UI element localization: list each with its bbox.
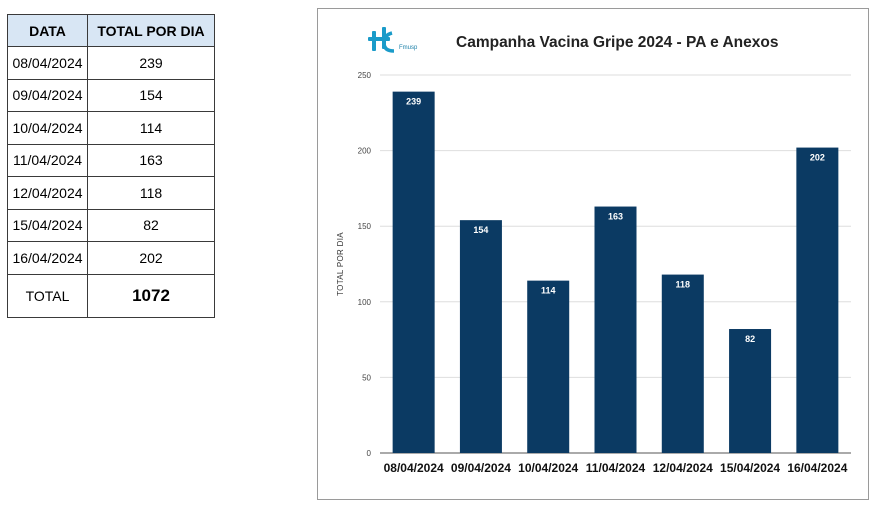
table-row: 16/04/2024 202 (7, 241, 215, 275)
table-cell-total: 114 (87, 111, 215, 145)
y-tick-label: 200 (358, 147, 372, 156)
table-cell-total: 163 (87, 143, 215, 177)
bar-value-label: 154 (473, 225, 488, 235)
header-date: DATA (7, 14, 88, 47)
header-total: TOTAL POR DIA (87, 14, 215, 47)
table-row: 09/04/2024 154 (7, 78, 215, 112)
table-header-row: DATA TOTAL POR DIA (7, 14, 215, 47)
bar (796, 147, 839, 454)
hc-logo-icon (368, 27, 395, 53)
table-cell-total: 202 (87, 241, 215, 275)
bar-value-label: 118 (676, 280, 691, 290)
table-cell-date: 16/04/2024 (7, 241, 88, 275)
bar (661, 274, 704, 453)
table-cell-date: 15/04/2024 (7, 208, 88, 242)
bar-value-label: 239 (406, 97, 421, 107)
bar-chart: 0 50 100 150 200 250 TOTAL POR DIA 239 08/04/202… (336, 71, 851, 475)
x-tick-label: 12/04/2024 (653, 461, 713, 475)
y-axis-label: TOTAL POR DIA (336, 232, 345, 296)
bar (527, 280, 570, 453)
table-row: 12/04/2024 118 (7, 176, 215, 210)
y-tick-label: 50 (362, 373, 371, 382)
table-cell-date: 12/04/2024 (7, 176, 88, 210)
x-tick-label: 09/04/2024 (451, 461, 511, 475)
table-row: 08/04/2024 239 (7, 46, 215, 80)
chart-panel: Fmusp Campanha Vacina Gripe 2024 - PA e … (317, 8, 869, 500)
x-tick-label: 15/04/2024 (720, 461, 780, 475)
table-row: 15/04/2024 82 (7, 208, 215, 242)
x-tick-label: 10/04/2024 (518, 461, 578, 475)
table-body: 08/04/2024 239 09/04/2024 154 10/04/2024 114 1… (7, 46, 215, 318)
x-tick-label: 08/04/2024 (384, 461, 444, 475)
table-cell-date: 10/04/2024 (7, 111, 88, 145)
table-row: 10/04/2024 114 (7, 111, 215, 145)
table-cell-date: 11/04/2024 (7, 143, 88, 177)
x-tick-label: 11/04/2024 (586, 461, 646, 475)
y-tick-label: 100 (358, 298, 372, 307)
y-tick-label: 250 (358, 71, 372, 80)
y-tick-label: 150 (358, 222, 372, 231)
logo-text: Fmusp (399, 45, 418, 51)
y-tick-label: 0 (367, 449, 372, 458)
bar-value-label: 82 (745, 334, 755, 344)
table-cell-total: 154 (87, 78, 215, 112)
table-cell-total: 239 (87, 46, 215, 80)
table-total-row: TOTAL 1072 (7, 273, 215, 318)
table-row: 11/04/2024 163 (7, 143, 215, 177)
bar (459, 220, 502, 453)
bar-value-label: 114 (541, 286, 556, 296)
total-label: TOTAL (7, 273, 88, 318)
bar (729, 329, 772, 453)
x-tick-label: 16/04/2024 (787, 461, 847, 475)
bar (392, 91, 435, 453)
chart-title: Campanha Vacina Gripe 2024 - PA e Anexos (456, 34, 779, 51)
total-value: 1072 (87, 273, 215, 318)
table-cell-date: 08/04/2024 (7, 46, 88, 80)
bar-value-label: 163 (608, 212, 623, 222)
bar (594, 206, 637, 453)
daily-total-table: DATA TOTAL POR DIA 08/04/2024 239 09/04/20… (7, 14, 215, 318)
table-cell-total: 82 (87, 208, 215, 242)
bar-value-label: 202 (810, 153, 825, 163)
table-cell-date: 09/04/2024 (7, 78, 88, 112)
table-cell-total: 118 (87, 176, 215, 210)
